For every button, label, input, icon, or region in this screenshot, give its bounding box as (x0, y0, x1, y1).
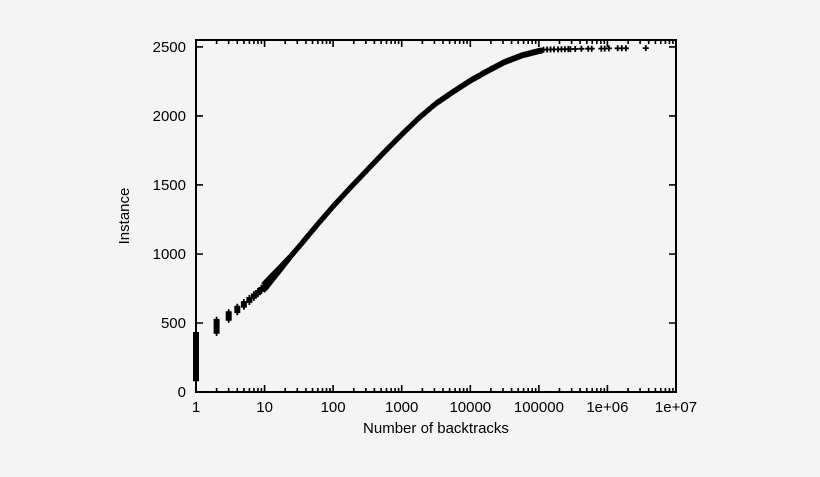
axis-ticks (195, 40, 677, 393)
y-tick-label: 2000 (153, 108, 186, 125)
x-tick-label: 1000 (385, 399, 418, 416)
x-tick-label: 100 (321, 399, 346, 416)
y-tick-label: 500 (161, 315, 186, 332)
y-axis-title: Instance (116, 188, 133, 245)
plot-area: 1 10 100 1000 10000 100000 1e+06 1e+07 0 500 1000 1… (153, 39, 697, 416)
y-tick-label: 1500 (153, 177, 186, 194)
x-tick-label: 1e+07 (655, 399, 697, 416)
x-tick-label: 1e+06 (586, 399, 628, 416)
data-points (193, 45, 649, 384)
y-tick-label: 0 (178, 384, 186, 401)
x-tick-label: 100000 (514, 399, 564, 416)
x-tick-label: 10 (256, 399, 273, 416)
y-tick-label: 2500 (153, 39, 186, 56)
y-tick-label: 1000 (153, 246, 186, 263)
plot-border (195, 39, 677, 393)
x-tick-label: 1 (192, 399, 200, 416)
x-axis-title: Number of backtracks (363, 420, 509, 437)
x-tick-label: 10000 (449, 399, 491, 416)
